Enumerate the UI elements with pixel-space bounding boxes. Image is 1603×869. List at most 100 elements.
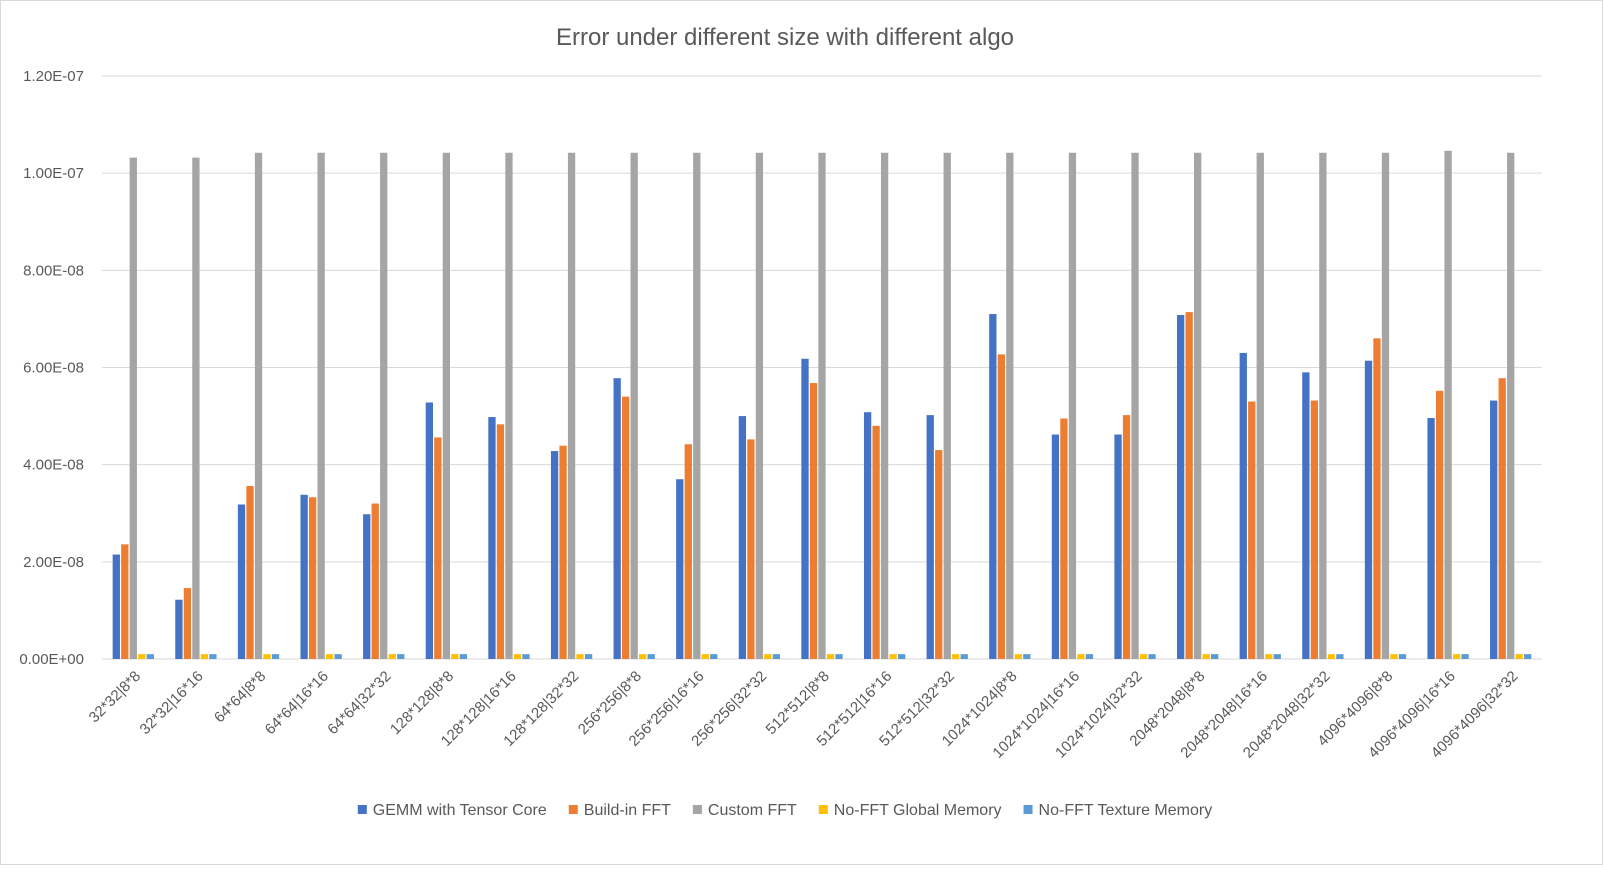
bar xyxy=(1122,415,1131,659)
x-tick-label: 32*32|8*8 xyxy=(86,668,144,726)
bar xyxy=(863,412,872,659)
bar xyxy=(872,425,880,659)
legend-label: Custom FFT xyxy=(708,802,797,819)
bar xyxy=(1014,654,1022,659)
bar xyxy=(1006,152,1014,659)
bar xyxy=(1177,315,1185,659)
bar xyxy=(325,654,334,659)
bar xyxy=(254,152,263,659)
bar xyxy=(200,654,209,659)
bar xyxy=(146,654,154,659)
bar xyxy=(263,654,271,659)
bar xyxy=(1302,372,1310,659)
bar xyxy=(701,654,709,659)
bar xyxy=(505,152,513,659)
bar xyxy=(1427,418,1435,659)
bar xyxy=(559,445,567,659)
bar xyxy=(880,152,889,659)
bar xyxy=(926,415,934,659)
bar xyxy=(237,504,246,659)
bar xyxy=(1319,152,1327,659)
bar xyxy=(1060,418,1068,659)
bar xyxy=(334,654,342,659)
bar xyxy=(1507,152,1515,659)
bar xyxy=(676,479,684,659)
bar xyxy=(425,402,433,659)
bar xyxy=(1461,654,1469,659)
bar xyxy=(1248,401,1256,659)
bar xyxy=(584,654,593,659)
bar xyxy=(209,654,217,659)
legend: GEMM with Tensor Core Build-in FFT Custom … xyxy=(357,802,1213,819)
y-axis-ticks: 0.00E+00 2.00E-08 4.00E-08 6.00E-08 8.00E-08… xyxy=(19,68,84,668)
bar xyxy=(684,444,692,659)
bar xyxy=(434,437,442,659)
bar xyxy=(1390,654,1398,659)
y-tick-label: 8.00E-08 xyxy=(23,262,84,279)
bar xyxy=(371,503,379,659)
bar xyxy=(943,152,951,659)
bar xyxy=(1310,400,1319,659)
bar xyxy=(1336,654,1344,659)
bar xyxy=(613,378,621,659)
bar xyxy=(801,358,809,659)
bar xyxy=(1114,434,1122,659)
bar xyxy=(488,417,496,659)
bar xyxy=(1515,654,1523,659)
bar xyxy=(952,654,960,659)
bar xyxy=(550,451,559,659)
bar xyxy=(1256,152,1264,659)
bar xyxy=(388,654,396,659)
legend-label: No-FFT Global Memory xyxy=(834,802,1002,819)
bar xyxy=(1524,654,1532,659)
bar xyxy=(1273,654,1281,659)
bar xyxy=(809,383,818,659)
series-no-fft-global-memory xyxy=(138,654,1523,659)
bar xyxy=(889,654,897,659)
legend-swatch xyxy=(818,805,828,814)
bar-series xyxy=(112,150,1532,659)
bar xyxy=(300,494,308,659)
legend-swatch xyxy=(357,805,367,814)
bar xyxy=(835,654,843,659)
legend-swatch xyxy=(568,805,578,814)
y-tick-label: 6.00E-08 xyxy=(23,360,84,377)
legend-label: No-FFT Texture Memory xyxy=(1039,802,1213,819)
bar xyxy=(1023,654,1031,659)
bar xyxy=(1498,378,1506,659)
bar xyxy=(647,654,655,659)
legend-swatch xyxy=(692,805,702,814)
bar xyxy=(112,554,120,659)
bar xyxy=(997,354,1005,659)
y-tick-label: 0.00E+00 xyxy=(19,651,84,668)
bar xyxy=(397,654,405,659)
series-gemm-with-tensor-core xyxy=(112,314,1498,659)
bar xyxy=(513,654,522,659)
bar xyxy=(755,152,764,659)
bar xyxy=(1452,654,1461,659)
bar xyxy=(1490,400,1498,659)
bar xyxy=(1373,338,1381,659)
bar xyxy=(1265,654,1273,659)
series-no-fft-texture-memory xyxy=(146,654,1532,659)
bar xyxy=(960,654,968,659)
bar xyxy=(818,152,826,659)
x-tick-label: 512*512|8*8 xyxy=(763,668,833,738)
bar xyxy=(442,152,450,659)
bar xyxy=(630,152,638,659)
x-tick-label: 64*64|16*16 xyxy=(262,668,332,738)
bar xyxy=(1085,654,1094,659)
legend-swatch xyxy=(1023,805,1033,814)
y-tick-label: 4.00E-08 xyxy=(23,457,84,474)
bar xyxy=(380,152,388,659)
x-axis-ticks: 32*32|8*832*32|16*16 64*64|8*864*64|16*16… xyxy=(86,668,1522,762)
bar xyxy=(451,654,459,659)
bar xyxy=(496,424,505,659)
bar xyxy=(1068,152,1077,659)
y-tick-label: 1.00E-07 xyxy=(23,165,84,182)
bar xyxy=(897,654,906,659)
bar xyxy=(1077,654,1085,659)
bar xyxy=(192,157,200,659)
chart-title: Error under different size with differen… xyxy=(556,24,1014,51)
bar xyxy=(1139,654,1148,659)
